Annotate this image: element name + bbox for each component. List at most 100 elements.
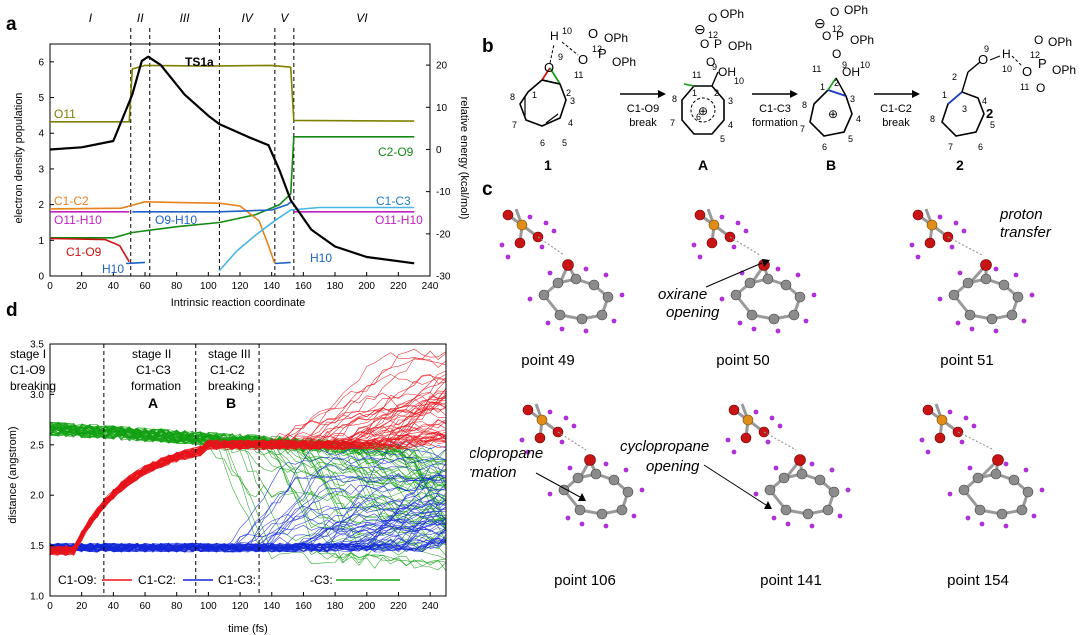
stage-mark-a: A <box>148 395 158 411</box>
svg-text:10: 10 <box>562 26 572 36</box>
trajectory-c1o9 <box>50 410 446 555</box>
x-tick-label: 220 <box>390 281 407 292</box>
trajectory-c1o9 <box>50 433 446 554</box>
arrow-3-bottom: break <box>882 117 910 129</box>
y-tick-label: 4 <box>38 129 44 140</box>
y-tick-label: 6 <box>38 57 44 68</box>
substituent-oph-2b: OPh <box>1052 63 1076 77</box>
arrow-2-top: C1-C3 <box>759 103 791 115</box>
phosphorus: P <box>598 46 607 61</box>
arrow-2-bottom: formation <box>752 117 798 129</box>
annotation-cpf-1: cyclopropane <box>470 445 543 462</box>
substituent-oph-ba: OPh <box>844 3 868 17</box>
substituent-oph-bb: OPh <box>850 33 874 47</box>
x-tick-label: 0 <box>47 281 53 292</box>
trajectory-c1o9 <box>50 392 446 553</box>
svg-text:O: O <box>1036 81 1045 95</box>
svg-text:⊕: ⊕ <box>828 107 838 121</box>
x-tick-label: 0 <box>47 601 53 612</box>
panel-c-letter: c <box>482 179 493 200</box>
x-tick-label: 40 <box>108 281 120 292</box>
y-tick-label: 3 <box>38 164 44 175</box>
x-tick-label: 60 <box>139 601 151 612</box>
panel-a: a I II III IV V VI 0 20 40 60 80 100 120 140 160 180 20… <box>6 11 470 309</box>
ts-label: TS1a <box>185 55 214 69</box>
y2-tick-label: 20 <box>436 61 448 72</box>
trajectory-c1o9 <box>50 402 446 556</box>
svg-text:9: 9 <box>558 52 563 62</box>
trajectory-c1c2 <box>50 542 446 553</box>
stage-3-line1: stage III <box>208 347 251 361</box>
svg-text:12: 12 <box>708 30 718 40</box>
x-tick-label: 40 <box>108 601 120 612</box>
trajectory-c1o9 <box>50 388 446 554</box>
annotation-proton-2: transfer <box>1000 224 1052 241</box>
svg-text:9: 9 <box>712 62 717 72</box>
svg-text:11: 11 <box>574 70 583 80</box>
molecule-snapshot <box>519 403 645 529</box>
legend-c1o9: C1-O9: <box>58 573 97 587</box>
label-h10-left: H10 <box>102 262 124 276</box>
snapshot-label-51: point 51 <box>940 352 993 369</box>
svg-text:5: 5 <box>990 120 995 130</box>
oxygen-double: O <box>588 26 598 41</box>
hydrogen-h10: H <box>550 29 559 43</box>
stage-label: III <box>180 11 191 25</box>
irc-plot: 0 20 40 60 80 100 120 140 160 180 200 220 2400123456… <box>38 28 451 292</box>
substituent-oph-1a: OPh <box>604 31 628 45</box>
svg-text:9: 9 <box>984 44 989 54</box>
svg-text:⊖: ⊖ <box>814 15 826 31</box>
label-c1o9: C1-O9 <box>66 245 102 259</box>
svg-text:O: O <box>978 52 988 67</box>
trajectory-c1c2 <box>50 513 446 553</box>
trajectory-c1c2 <box>50 519 446 553</box>
x-tick-label: 80 <box>171 281 183 292</box>
x-tick-label: 20 <box>76 601 88 612</box>
series-h10 <box>125 261 146 265</box>
svg-text:12: 12 <box>592 44 602 54</box>
legend: C1-O9: C1-C2: C1-C3: -C3: <box>58 573 400 587</box>
arrow-3: C1-C2 break <box>874 90 920 129</box>
svg-text:O: O <box>706 55 715 69</box>
trajectory-c1o9 <box>50 373 446 557</box>
trajectories <box>50 348 446 571</box>
x-tick-label: 100 <box>200 281 217 292</box>
x-tick-label: 240 <box>422 601 439 612</box>
trajectory-c1c3 <box>50 425 446 492</box>
series-c1c3 <box>218 206 415 272</box>
stage-3-line2: C1-C2 <box>210 363 245 377</box>
svg-text:O: O <box>1034 33 1043 47</box>
svg-text:6: 6 <box>696 112 701 122</box>
svg-text:4: 4 <box>728 120 733 130</box>
svg-text:11: 11 <box>812 64 821 74</box>
x-tick-label: 80 <box>171 601 183 612</box>
stage-label: IV <box>241 11 253 25</box>
svg-text:5: 5 <box>720 134 725 144</box>
svg-text:3: 3 <box>850 94 855 104</box>
svg-text:3: 3 <box>962 104 967 114</box>
svg-text:9: 9 <box>842 60 847 70</box>
svg-text:10: 10 <box>734 76 744 86</box>
svg-text:6: 6 <box>978 142 983 152</box>
x-tick-label: 160 <box>295 601 312 612</box>
series-o9h10 <box>132 200 293 213</box>
arrow-1-top: C1-O9 <box>627 103 659 115</box>
svg-text:2: 2 <box>714 88 719 98</box>
y-axis-title: electron density population <box>13 93 25 224</box>
y2-tick-label: -30 <box>436 272 451 283</box>
y2-tick-label: 0 <box>436 145 442 156</box>
svg-text:12: 12 <box>1030 50 1040 60</box>
svg-text:P: P <box>714 37 722 51</box>
stage-annotations: stage I C1-O9 breaking stage II C1-C3 fo… <box>10 347 254 411</box>
x-tick-label: 240 <box>422 281 439 292</box>
x-tick-label: 160 <box>295 281 312 292</box>
svg-text:2: 2 <box>952 72 957 82</box>
stage-1-line1: stage I <box>10 347 46 361</box>
svg-text:1: 1 <box>692 88 697 98</box>
trajectory-c1c2 <box>50 483 446 553</box>
arrow-1-bottom: break <box>629 117 657 129</box>
svg-text:1: 1 <box>820 82 825 92</box>
